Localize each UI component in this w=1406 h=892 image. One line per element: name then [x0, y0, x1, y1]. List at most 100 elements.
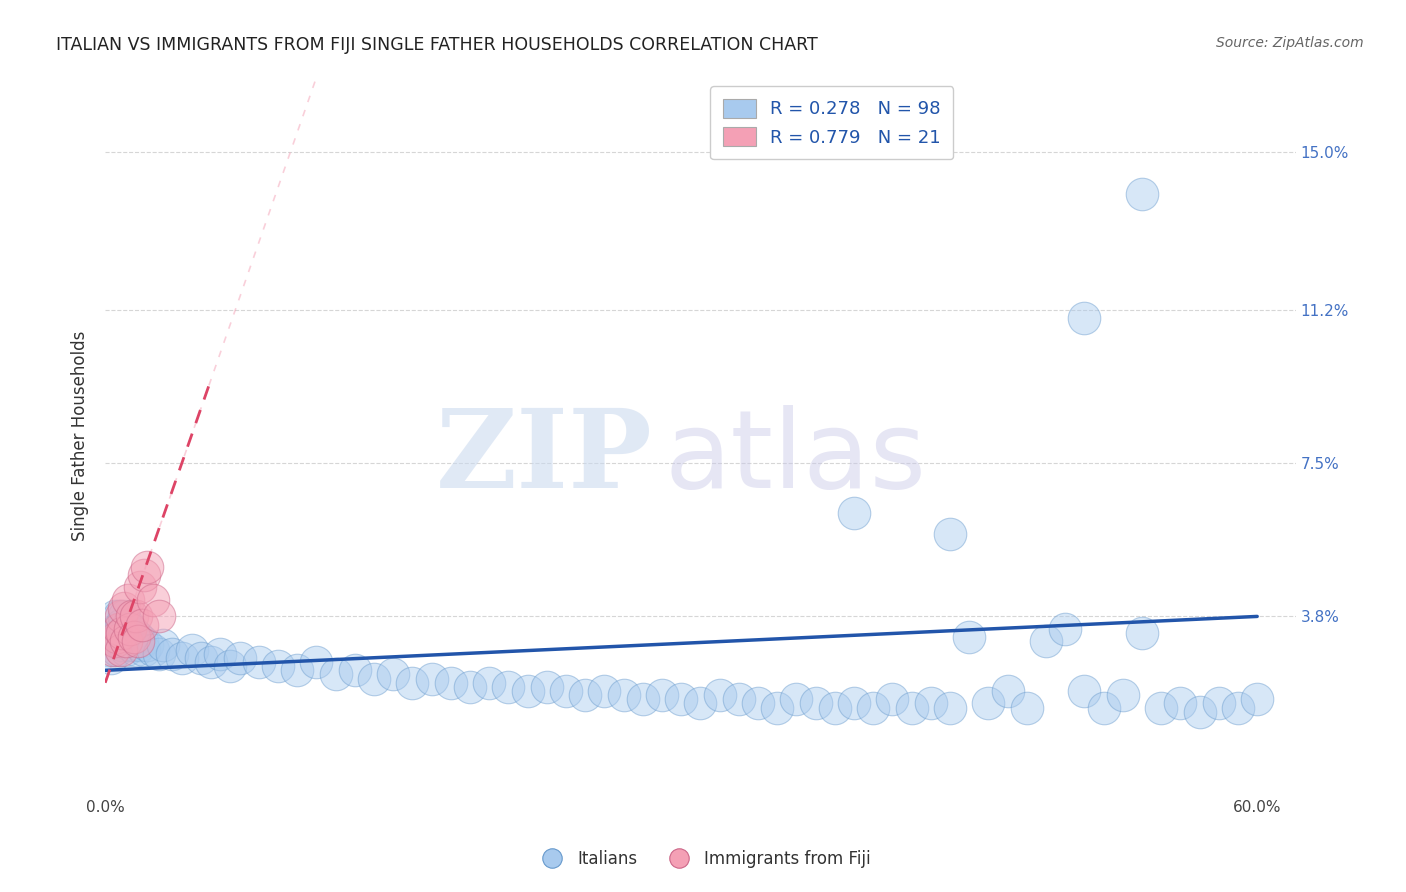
Point: [977, 697, 1000, 711]
Point: [136, 559, 159, 574]
Point: [709, 688, 731, 702]
Point: [105, 642, 128, 657]
Point: [112, 609, 135, 624]
Point: [120, 622, 142, 636]
Point: [325, 667, 347, 681]
Text: atlas: atlas: [665, 405, 927, 510]
Point: [101, 630, 124, 644]
Point: [104, 634, 127, 648]
Point: [120, 639, 142, 653]
Point: [478, 675, 501, 690]
Point: [121, 609, 143, 624]
Point: [862, 700, 884, 714]
Point: [401, 675, 423, 690]
Point: [1092, 700, 1115, 714]
Point: [200, 655, 222, 669]
Legend: Italians, Immigrants from Fiji: Italians, Immigrants from Fiji: [529, 844, 877, 875]
Point: [689, 697, 711, 711]
Point: [112, 630, 135, 644]
Text: Source: ZipAtlas.com: Source: ZipAtlas.com: [1216, 36, 1364, 50]
Point: [152, 639, 174, 653]
Point: [842, 506, 865, 520]
Point: [107, 609, 129, 624]
Point: [180, 642, 202, 657]
Point: [1188, 705, 1211, 719]
Point: [219, 659, 242, 673]
Point: [125, 642, 148, 657]
Point: [420, 672, 443, 686]
Point: [110, 609, 132, 624]
Point: [804, 697, 827, 711]
Point: [115, 634, 138, 648]
Point: [104, 634, 127, 648]
Point: [115, 626, 138, 640]
Point: [117, 634, 139, 648]
Point: [136, 639, 159, 653]
Point: [267, 659, 290, 673]
Point: [939, 700, 962, 714]
Point: [148, 647, 170, 661]
Point: [128, 581, 150, 595]
Point: [128, 639, 150, 653]
Point: [117, 592, 139, 607]
Point: [122, 626, 145, 640]
Point: [785, 692, 807, 706]
Point: [363, 672, 385, 686]
Point: [727, 692, 749, 706]
Point: [440, 675, 463, 690]
Point: [1073, 684, 1095, 698]
Point: [285, 663, 308, 677]
Point: [305, 655, 328, 669]
Point: [1170, 697, 1192, 711]
Point: [498, 680, 520, 694]
Point: [107, 622, 129, 636]
Point: [343, 663, 366, 677]
Point: [121, 630, 143, 644]
Point: [382, 667, 405, 681]
Point: [115, 642, 138, 657]
Point: [669, 692, 692, 706]
Point: [125, 609, 148, 624]
Point: [1246, 692, 1268, 706]
Point: [1015, 700, 1038, 714]
Point: [247, 655, 270, 669]
Point: [132, 568, 155, 582]
Point: [631, 692, 654, 706]
Point: [120, 622, 142, 636]
Point: [1150, 700, 1173, 714]
Point: [1208, 697, 1230, 711]
Point: [1130, 186, 1153, 201]
Point: [105, 622, 128, 636]
Point: [1054, 622, 1077, 636]
Point: [957, 630, 980, 644]
Point: [766, 700, 789, 714]
Point: [110, 634, 132, 648]
Point: [1073, 310, 1095, 325]
Point: [516, 684, 538, 698]
Point: [110, 642, 132, 657]
Point: [170, 651, 193, 665]
Point: [574, 688, 596, 702]
Legend: R = 0.278   N = 98, R = 0.779   N = 21: R = 0.278 N = 98, R = 0.779 N = 21: [710, 87, 953, 160]
Text: ZIP: ZIP: [436, 404, 652, 511]
Point: [104, 609, 127, 624]
Y-axis label: Single Father Households: Single Father Households: [72, 331, 89, 541]
Text: ITALIAN VS IMMIGRANTS FROM FIJI SINGLE FATHER HOUSEHOLDS CORRELATION CHART: ITALIAN VS IMMIGRANTS FROM FIJI SINGLE F…: [56, 36, 818, 54]
Point: [101, 642, 124, 657]
Point: [190, 651, 212, 665]
Point: [1130, 626, 1153, 640]
Point: [842, 697, 865, 711]
Point: [148, 609, 170, 624]
Point: [536, 680, 558, 694]
Point: [122, 639, 145, 653]
Point: [651, 688, 673, 702]
Point: [117, 617, 139, 632]
Point: [882, 692, 904, 706]
Point: [98, 642, 121, 657]
Point: [458, 680, 481, 694]
Point: [209, 647, 232, 661]
Point: [131, 617, 153, 632]
Point: [142, 592, 165, 607]
Point: [127, 634, 149, 648]
Point: [107, 630, 129, 644]
